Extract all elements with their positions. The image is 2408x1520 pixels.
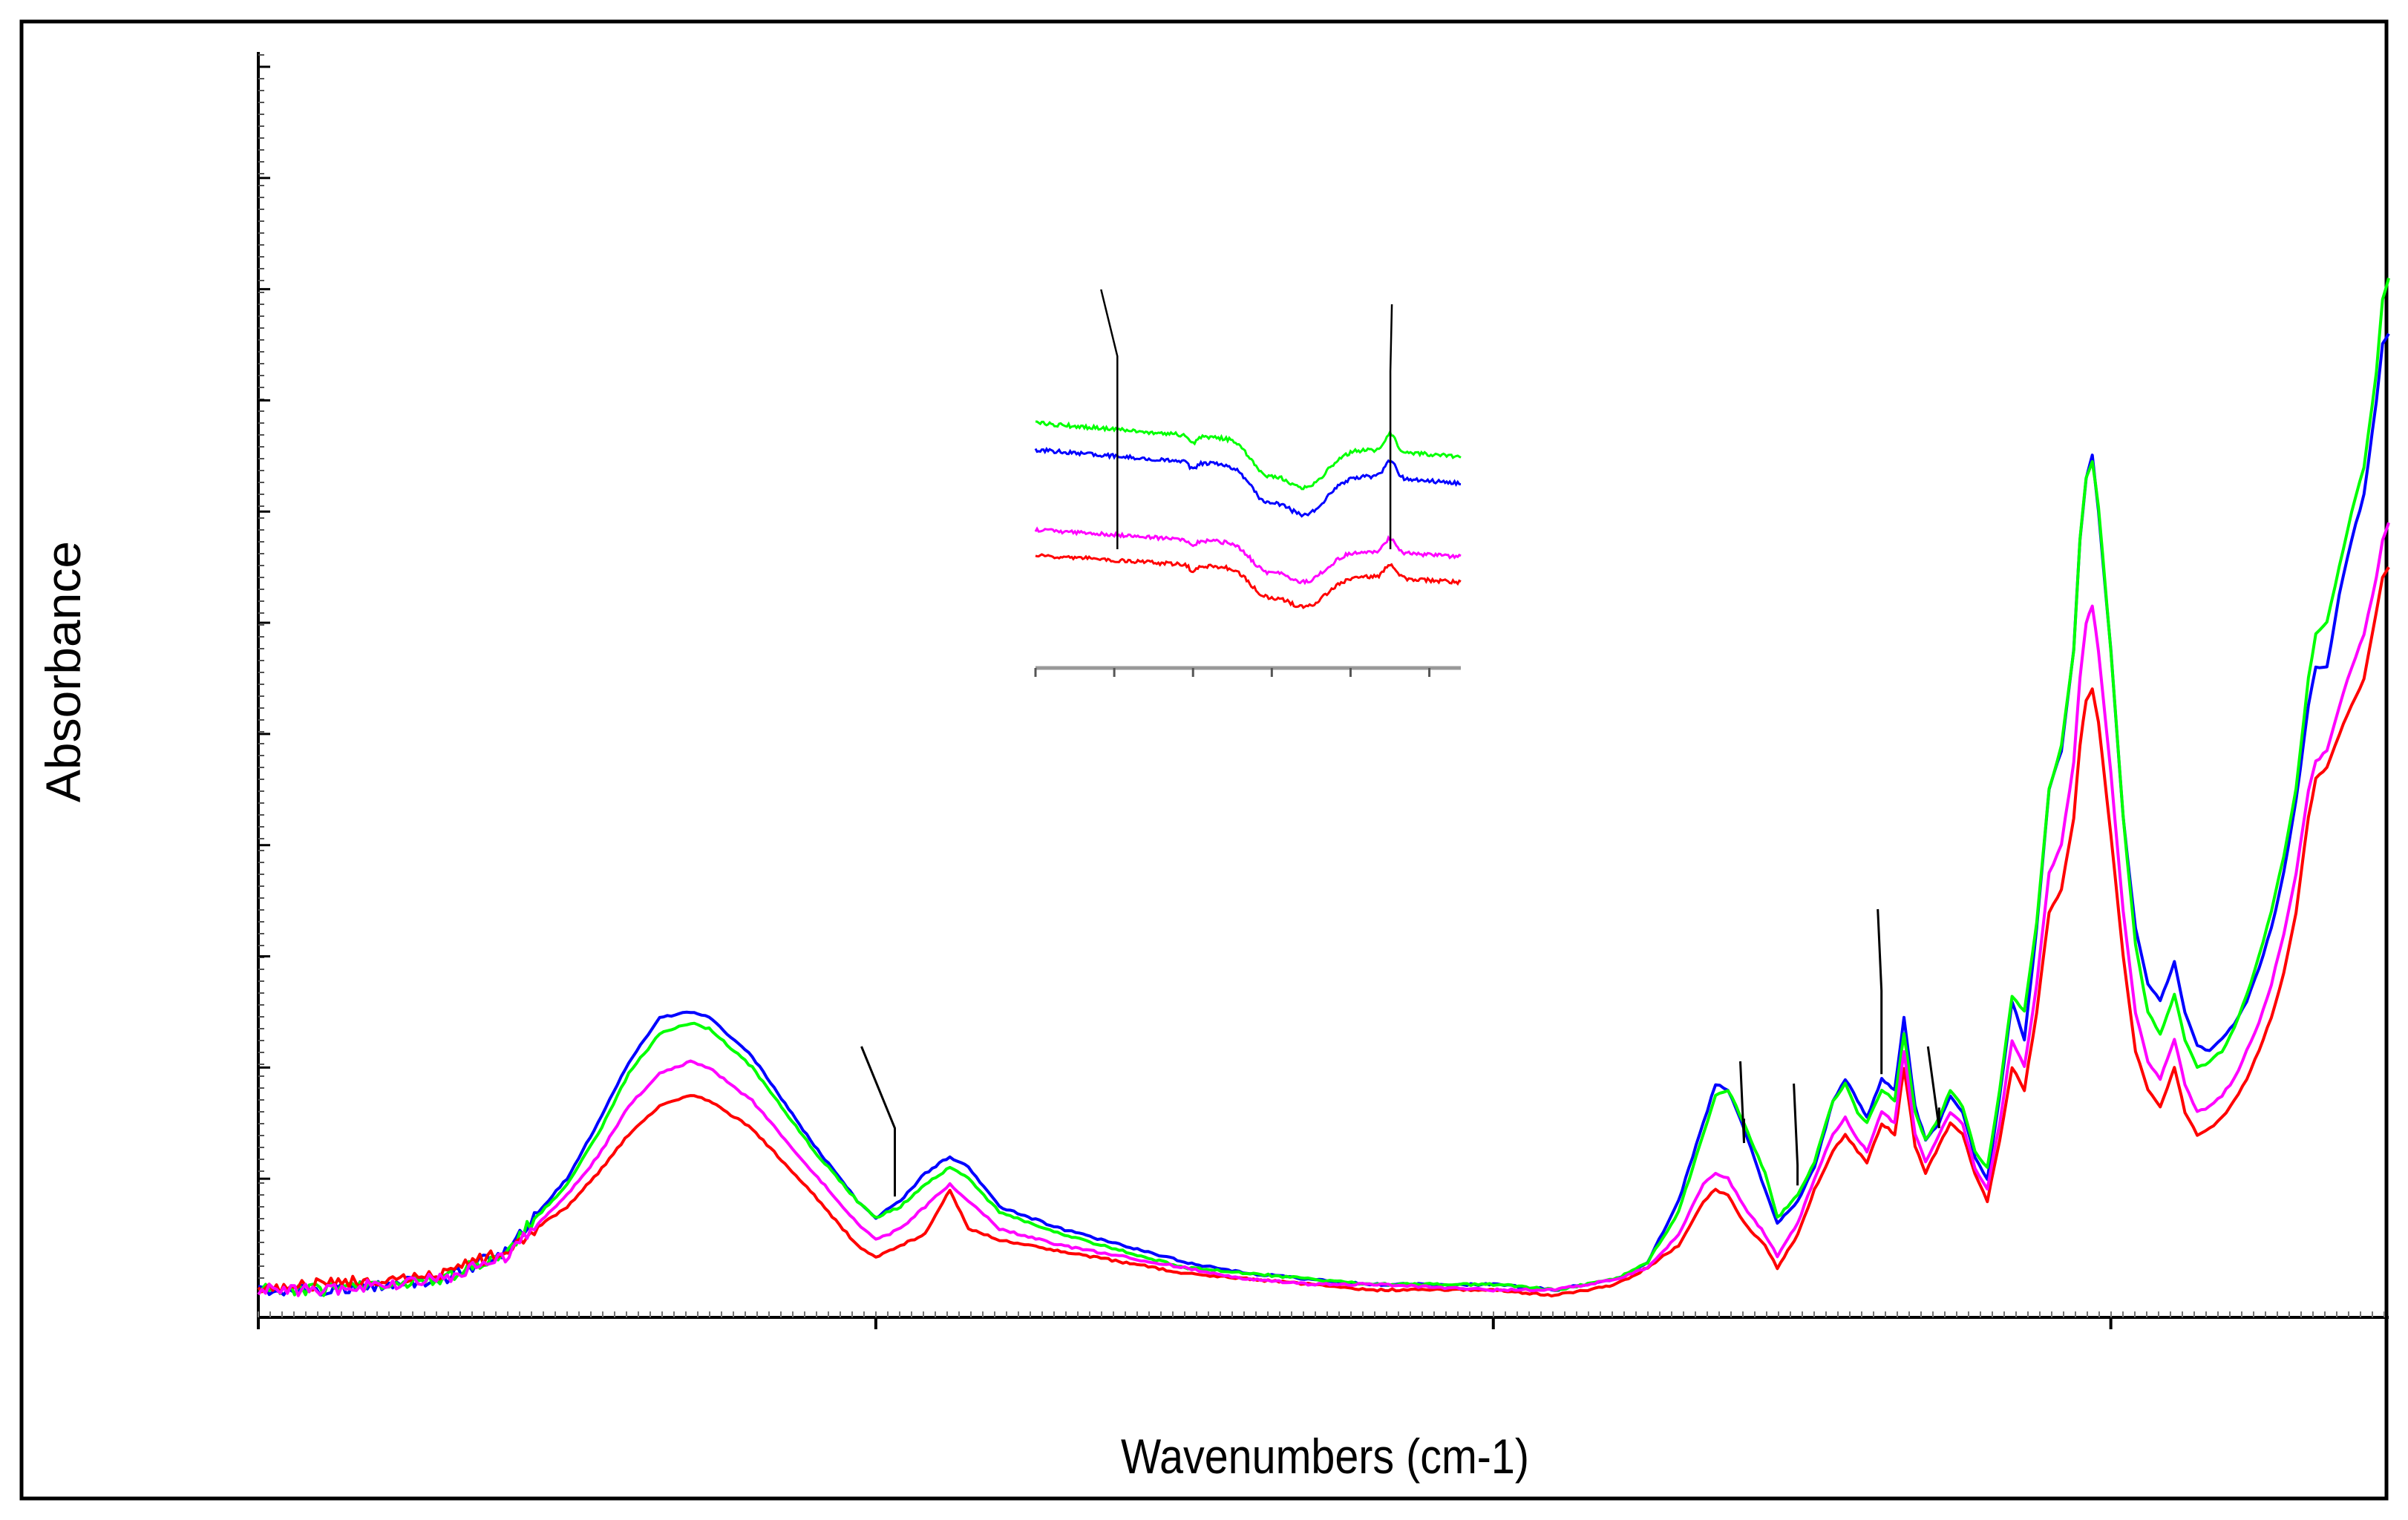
peak-leader-line xyxy=(1793,1083,1799,1186)
inset-peak-leader xyxy=(1389,304,1393,549)
series-line-dew-retting xyxy=(258,278,2390,1297)
peak-leader-line xyxy=(1877,908,1883,1075)
peak-leader-line xyxy=(1926,1046,1940,1129)
inset-series-line-water-retting xyxy=(1035,553,1462,609)
x-minor-ticks xyxy=(258,1311,2385,1317)
peak-leader-line xyxy=(1739,1061,1745,1144)
outer-frame xyxy=(19,19,2389,1501)
inset-peak-leader xyxy=(1100,289,1119,549)
series-line-osmotic-degumming xyxy=(257,522,2390,1297)
series-layer xyxy=(257,278,2390,1298)
inset-zoom xyxy=(1034,289,1462,677)
x-axis-label: Wavenumbers (cm-1) xyxy=(1121,1429,1529,1484)
peak-leader-line xyxy=(860,1046,896,1197)
peak-annotations xyxy=(860,908,1940,1197)
y-axis-label: Absorbance xyxy=(36,541,91,802)
